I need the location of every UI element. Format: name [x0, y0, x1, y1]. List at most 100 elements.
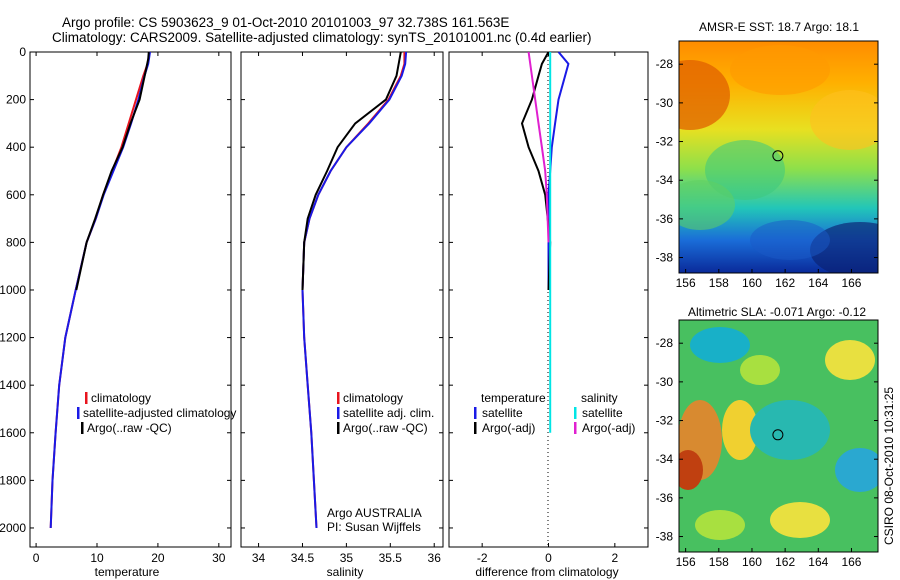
legend-label: Argo(..raw -QC): [343, 421, 428, 435]
legend-salinity: climatology satellite adj. clim. Argo(..…: [337, 391, 434, 435]
y-tick-label: 1400: [0, 378, 26, 392]
legend-difference: temperature satellite Argo(-adj) salinit…: [474, 391, 635, 435]
x-tick-label: 36: [428, 551, 442, 565]
y-tick-label: -32: [656, 135, 674, 149]
x-tick-label: 166: [841, 276, 861, 290]
legend-label: Argo(..raw -QC): [87, 421, 172, 435]
y-tick-label: -36: [656, 491, 674, 505]
panel-difference: -2 0 2 temperature satellite Argo(-adj) sa…: [448, 51, 649, 579]
x-tick-label: 10: [90, 551, 104, 565]
x-tick-label: 158: [709, 276, 729, 290]
argo-location-marker: [772, 150, 784, 162]
legend-label: satellite: [582, 406, 623, 420]
series-argo-raw-qc-: [75, 51, 150, 291]
x-tick-label: 35.5: [379, 551, 403, 565]
x-tick-label: 158: [709, 555, 729, 569]
x-tick-label: 160: [742, 276, 762, 290]
x-tick-label: 164: [808, 555, 828, 569]
y-tick-label: -28: [656, 336, 674, 350]
x-tick-label: 156: [676, 555, 696, 569]
legend-label: climatology: [343, 391, 403, 405]
note-argo-australia: Argo AUSTRALIA: [327, 506, 422, 520]
panel-salinity: 34 34.5 35 35.5 36 climatology satellite adj…: [240, 51, 444, 579]
x-axis-label: temperature: [95, 565, 160, 579]
x-tick-label: -2: [477, 551, 488, 565]
y-tick-label: -36: [656, 212, 674, 226]
y-tick-label: 200: [6, 93, 26, 107]
series-satellite-adj-clim-: [301, 51, 408, 529]
y-tick-label: -30: [656, 375, 674, 389]
x-tick-label: 2: [611, 551, 618, 565]
y-tick-label: 2000: [0, 521, 26, 535]
x-tick-label: 0: [33, 551, 40, 565]
x-tick-label: 20: [151, 551, 165, 565]
legend-label: Argo(-adj): [482, 421, 535, 435]
sst-field: [679, 41, 878, 273]
note-pi: PI: Susan Wijffels: [327, 520, 421, 534]
legend-swatch-climatology: [85, 392, 88, 404]
legend-label: satellite adj. clim.: [343, 406, 434, 420]
panel-salinity-frame: [240, 51, 444, 548]
argo-location-marker: [772, 429, 784, 441]
legend-label: climatology: [91, 391, 151, 405]
legend-swatch-temp-satellite: [474, 407, 477, 419]
legend-group-title: salinity: [581, 391, 618, 405]
x-tick-label: 35: [340, 551, 354, 565]
y-tick-label: 1200: [0, 331, 26, 345]
x-tick-label: 156: [676, 276, 696, 290]
legend-swatch-argo: [81, 422, 84, 434]
legend-swatch-satellite-adjusted: [77, 407, 80, 419]
series-climatology: [49, 51, 151, 529]
x-tick-label: 30: [212, 551, 226, 565]
legend-label: satellite-adjusted climatology: [83, 406, 236, 420]
x-tick-label: 166: [841, 555, 861, 569]
panel-sst-map: AMSR-E SST: 18.7 Argo: 18.1 156 158 160 162…: [656, 20, 879, 290]
panel-temperature-frame: [29, 51, 232, 548]
x-tick-label: 162: [775, 555, 795, 569]
y-tick-label: -28: [656, 57, 674, 71]
legend-temperature: climatology satellite-adjusted climatolo…: [77, 391, 236, 435]
x-axis-label: salinity: [327, 565, 364, 579]
map-frame: [678, 319, 879, 553]
y-tick-label: -38: [656, 530, 674, 544]
x-tick-label: 164: [808, 276, 828, 290]
sla-field: [679, 320, 878, 552]
legend-swatch-temp-argo: [474, 422, 477, 434]
y-tick-label: -34: [656, 452, 674, 466]
legend-swatch-sal-satellite: [574, 407, 577, 419]
series-satellite-adjusted-climatology: [49, 51, 151, 529]
map-title: Altimetric SLA: -0.071 Argo: -0.12: [688, 305, 866, 319]
panel-sla-map: Altimetric SLA: -0.071 Argo: -0.12 156 15…: [656, 305, 879, 569]
figure-title-line1: Argo profile: CS 5903623_9 01-Oct-2010 2…: [62, 15, 509, 30]
panel-temperature: 0 10 20 30 0 200 400 600 800 1000 1200 1400 1600 1800…: [0, 45, 236, 579]
series-salinity-argo-adj-: [527, 51, 550, 243]
x-axis-label: difference from climatology: [475, 565, 618, 579]
y-tick-label: 400: [6, 140, 26, 154]
series-climatology: [301, 52, 406, 529]
legend-swatch-sal-argo: [574, 422, 577, 434]
y-tick-label: 800: [6, 235, 26, 249]
y-tick-label: -34: [656, 173, 674, 187]
series-temperature-satellite: [547, 51, 570, 290]
x-tick-label: 34.5: [291, 551, 315, 565]
y-tick-label: 1800: [0, 473, 26, 487]
y-tick-label: 0: [19, 45, 26, 59]
side-note: CSIRO 08-Oct-2010 10:31:25: [882, 387, 896, 545]
map-frame: [678, 40, 879, 274]
x-tick-label: 160: [742, 555, 762, 569]
legend-group-title: temperature: [481, 391, 546, 405]
y-tick-label: 600: [6, 188, 26, 202]
legend-swatch-argo: [337, 422, 340, 434]
map-title: AMSR-E SST: 18.7 Argo: 18.1: [699, 20, 859, 34]
legend-swatch-climatology: [337, 392, 340, 404]
legend-swatch-satellite-adj: [337, 407, 340, 419]
y-tick-label: -32: [656, 414, 674, 428]
y-tick-label: -38: [656, 251, 674, 265]
y-tick-label: 1000: [0, 283, 26, 297]
x-tick-label: 162: [775, 276, 795, 290]
y-tick-label: 1600: [0, 426, 26, 440]
x-tick-label: 0: [545, 551, 552, 565]
series-argo-raw-qc-: [301, 51, 402, 291]
legend-label: Argo(-adj): [582, 421, 635, 435]
